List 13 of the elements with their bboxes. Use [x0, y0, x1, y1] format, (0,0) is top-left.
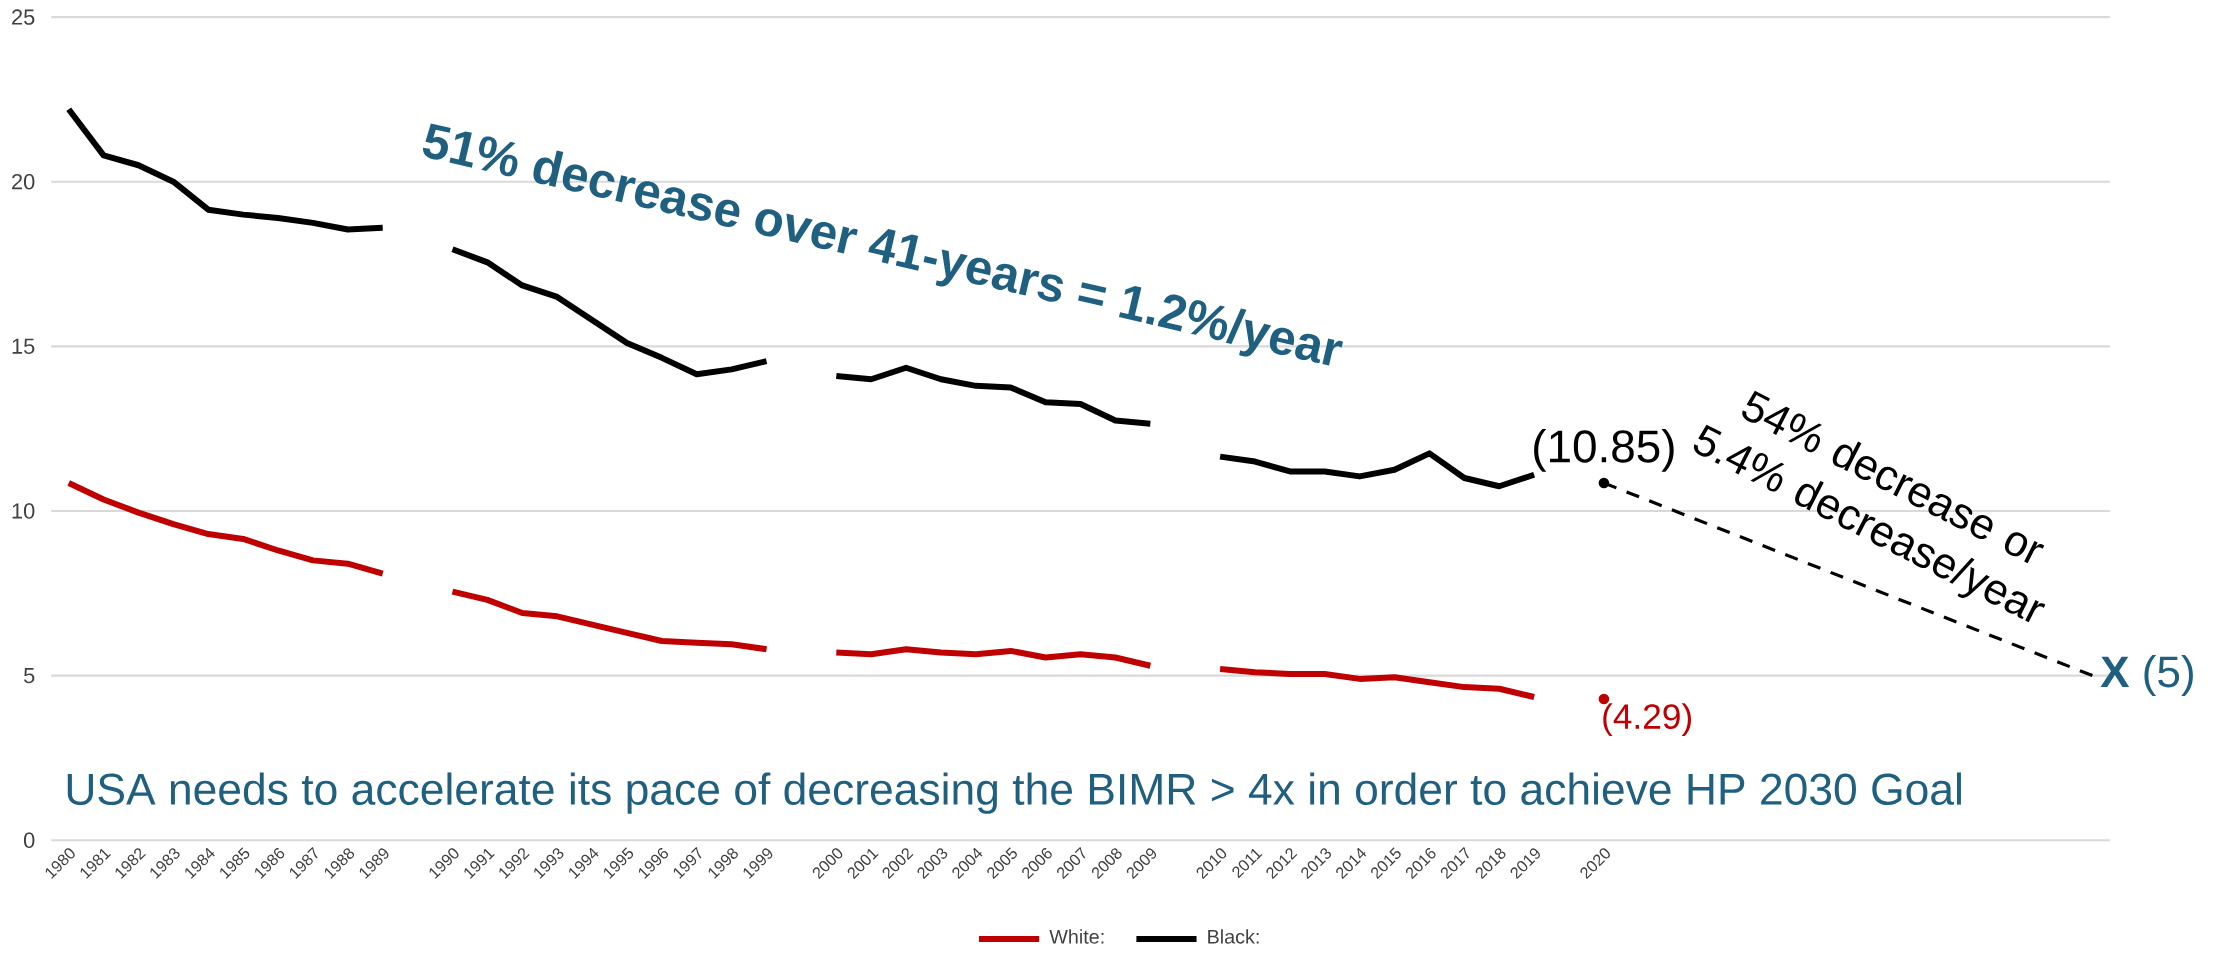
annotation: 51% decrease over 41-years = 1.2%/year — [422, 123, 1343, 366]
y-tick-label: 20 — [12, 174, 35, 190]
data-label: X (5) — [2100, 655, 2193, 697]
y-tick-label: 15 — [12, 338, 35, 355]
legend-label: White: — [1049, 929, 1104, 944]
annotation: USA needs to accelerate its pace of decreasing the BIMR > 4x in order to achieve HP 2030 Goal — [67, 772, 1961, 814]
y-tick-label: 0 — [23, 832, 35, 849]
data-label: (10.85) — [1534, 429, 1674, 472]
y-tick-label: 5 — [24, 668, 35, 684]
y-tick-label: 25 — [12, 9, 35, 25]
data-label: (4.29) — [1603, 703, 1691, 737]
y-tick-label: 10 — [12, 503, 35, 519]
legend-label: Black: — [1208, 929, 1259, 944]
